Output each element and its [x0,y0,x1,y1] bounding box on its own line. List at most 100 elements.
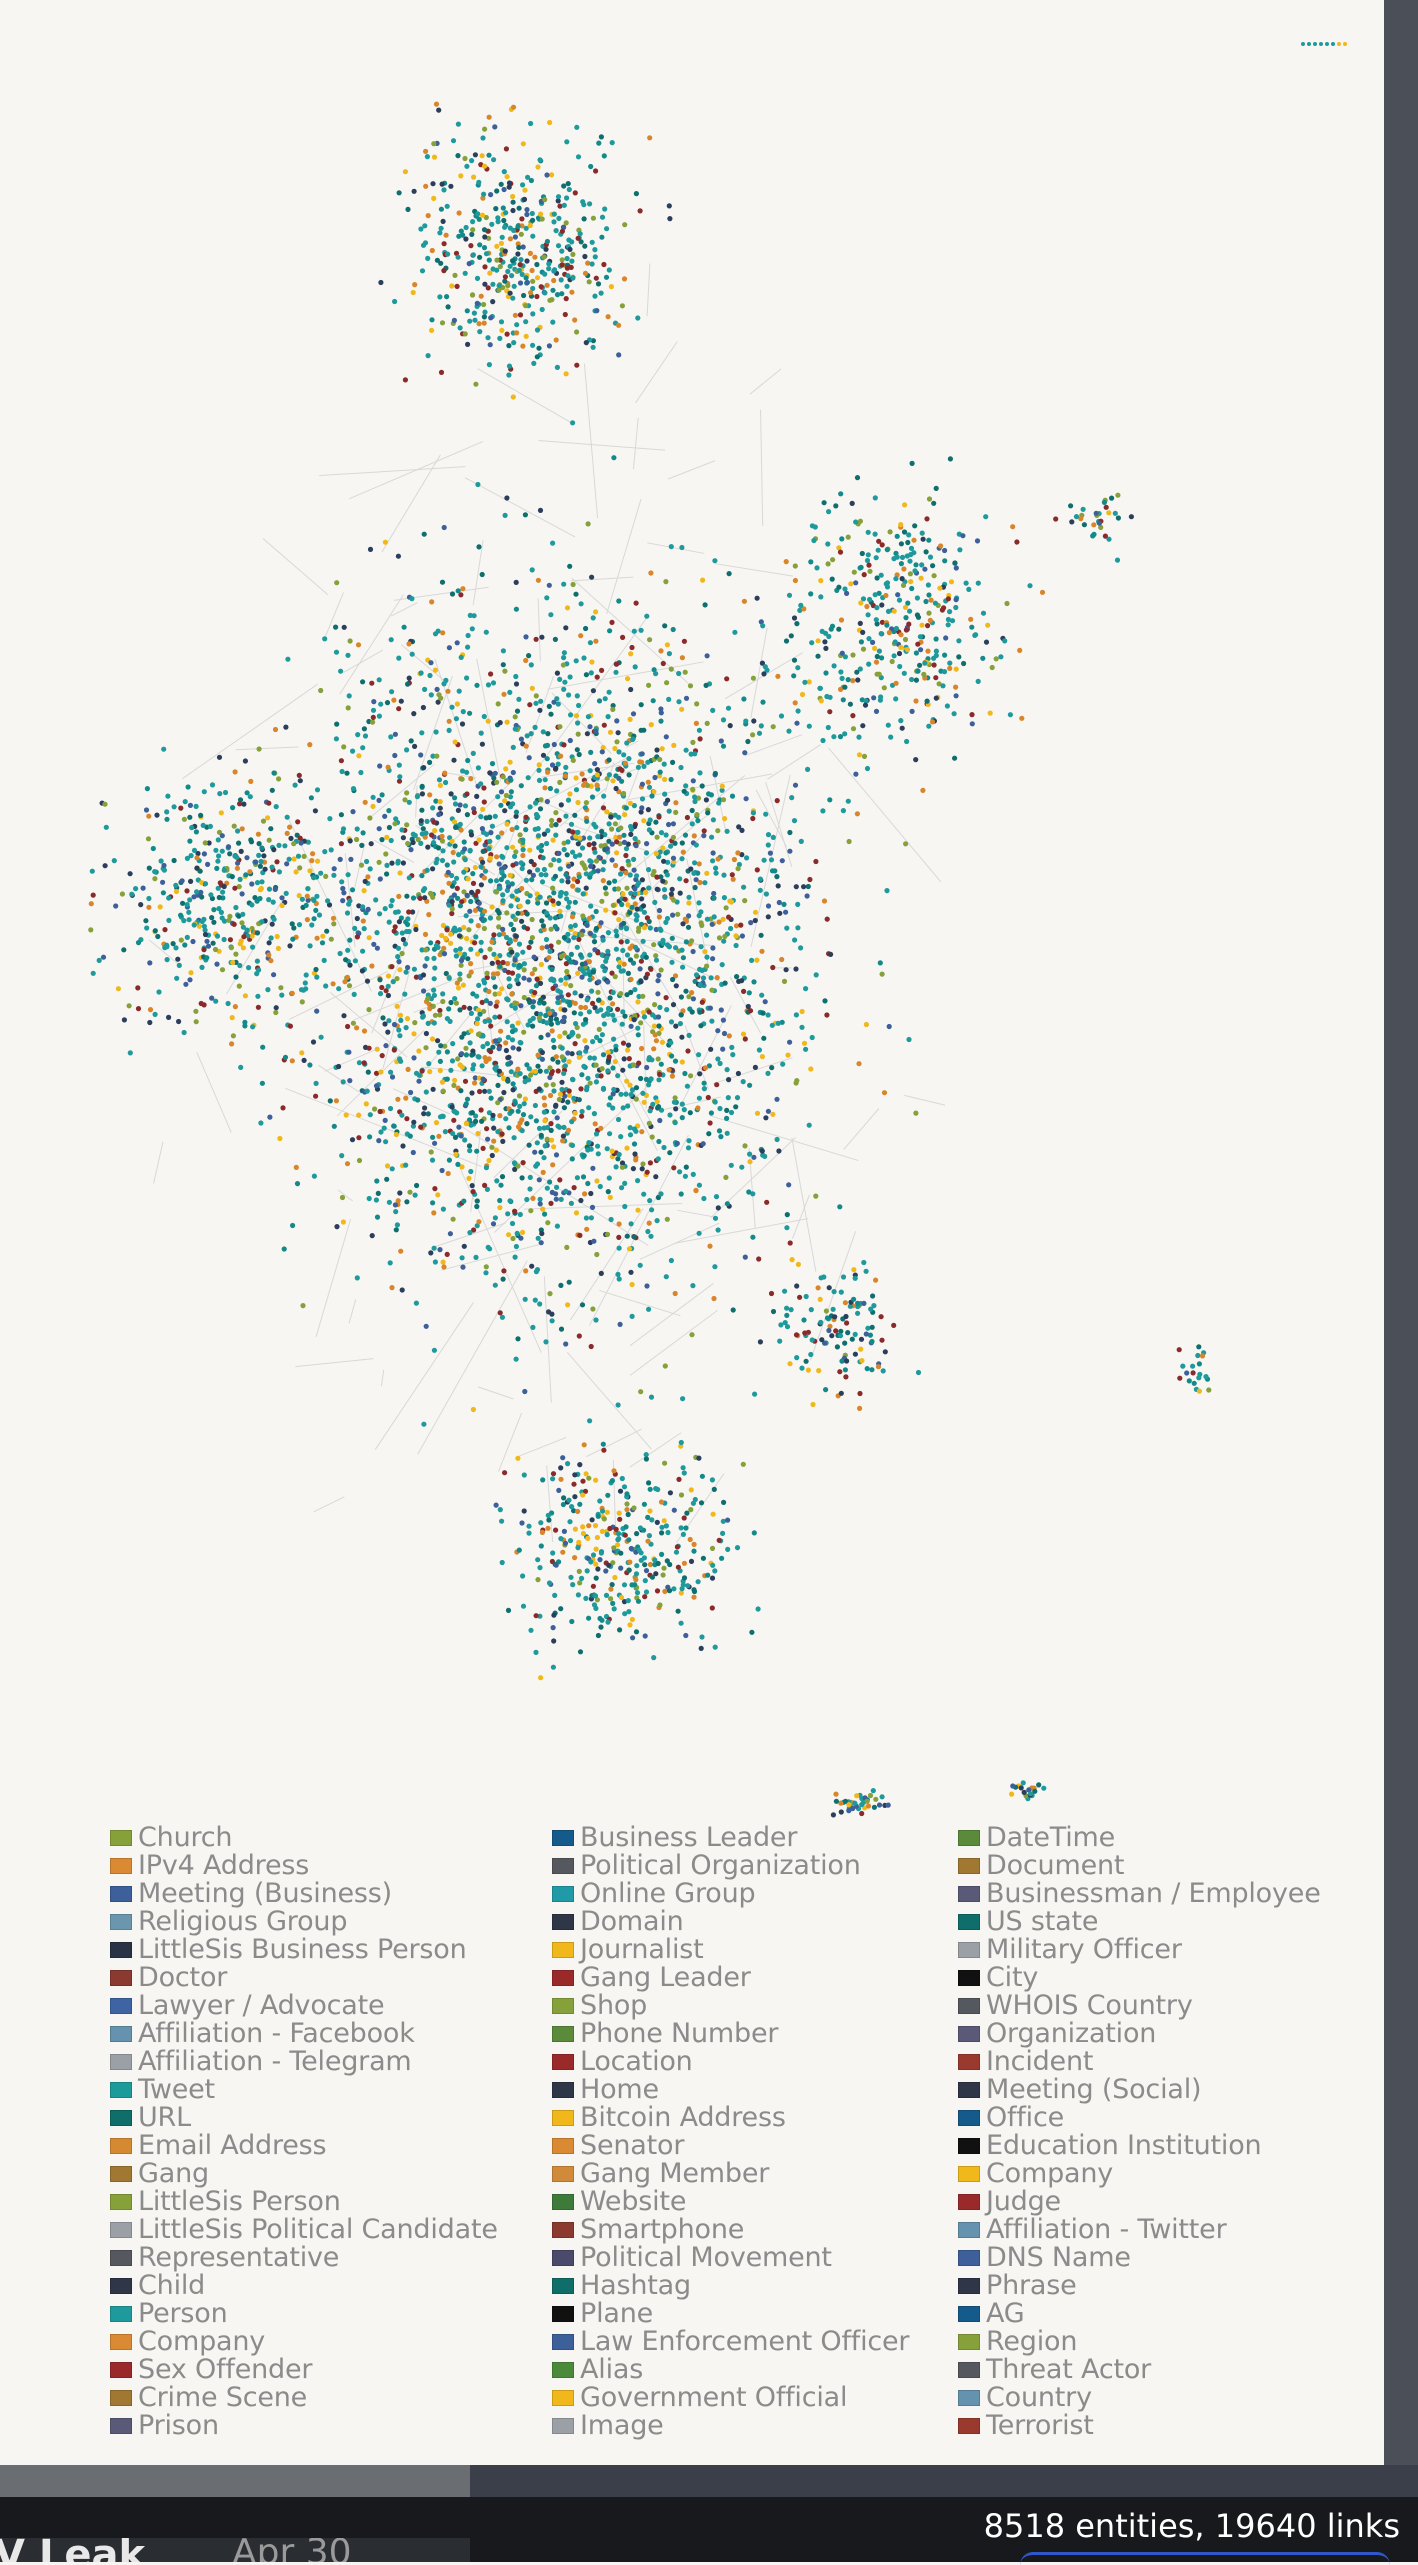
graph-node[interactable] [453,948,458,953]
graph-node[interactable] [339,841,344,846]
graph-node[interactable] [560,262,565,267]
graph-node[interactable] [634,1085,639,1090]
graph-node[interactable] [596,979,601,984]
graph-node[interactable] [147,866,152,871]
graph-node[interactable] [445,689,450,694]
graph-node[interactable] [565,955,570,960]
graph-node[interactable] [861,647,866,652]
graph-node[interactable] [407,875,412,880]
graph-node[interactable] [835,1344,840,1349]
graph-node[interactable] [528,223,533,228]
graph-node[interactable] [846,677,851,682]
graph-node[interactable] [387,825,392,830]
graph-node[interactable] [588,1559,593,1564]
graph-node[interactable] [610,857,615,862]
graph-node[interactable] [336,986,341,991]
graph-node[interactable] [307,1062,312,1067]
graph-node[interactable] [545,770,550,775]
graph-node[interactable] [312,1174,317,1179]
graph-node[interactable] [548,862,553,867]
graph-node[interactable] [537,708,542,713]
graph-node[interactable] [555,292,560,297]
graph-node[interactable] [755,1111,760,1116]
graph-node[interactable] [560,1046,565,1051]
graph-node[interactable] [717,1538,722,1543]
graph-node[interactable] [542,197,547,202]
graph-node[interactable] [233,905,238,910]
graph-node[interactable] [692,1542,697,1547]
graph-node[interactable] [89,901,94,906]
graph-node[interactable] [684,939,689,944]
graph-node[interactable] [468,243,473,248]
graph-node[interactable] [600,1066,605,1071]
graph-node[interactable] [366,1007,371,1012]
graph-node[interactable] [363,733,368,738]
graph-node[interactable] [612,746,617,751]
graph-node[interactable] [551,219,556,224]
graph-node[interactable] [922,567,927,572]
graph-node[interactable] [879,1338,884,1343]
graph-node[interactable] [1019,716,1024,721]
graph-node[interactable] [710,1605,715,1610]
graph-node[interactable] [761,1011,766,1016]
graph-node[interactable] [277,1136,282,1141]
graph-node[interactable] [721,797,726,802]
graph-node[interactable] [625,1103,630,1108]
graph-node[interactable] [558,1477,563,1482]
graph-node[interactable] [436,1050,441,1055]
graph-node[interactable] [588,864,593,869]
graph-node[interactable] [693,1188,698,1193]
graph-node[interactable] [340,1195,345,1200]
graph-node[interactable] [721,1500,726,1505]
graph-node[interactable] [393,1209,398,1214]
graph-node[interactable] [509,827,514,832]
graph-node[interactable] [468,613,473,618]
graph-node[interactable] [500,960,505,965]
graph-node[interactable] [793,563,798,568]
graph-node[interactable] [876,548,881,553]
graph-node[interactable] [545,944,550,949]
graph-node[interactable] [853,772,858,777]
graph-node[interactable] [616,323,621,328]
graph-node[interactable] [919,576,924,581]
graph-node[interactable] [603,908,608,913]
graph-node[interactable] [1017,648,1022,653]
graph-node[interactable] [90,869,95,874]
graph-node[interactable] [601,1086,606,1091]
graph-node[interactable] [266,897,271,902]
graph-node[interactable] [112,858,117,863]
graph-node[interactable] [562,203,567,208]
graph-node[interactable] [628,1270,633,1275]
graph-node[interactable] [501,692,506,697]
graph-node[interactable] [625,902,630,907]
graph-node[interactable] [405,207,410,212]
graph-node[interactable] [543,247,548,252]
graph-node[interactable] [539,962,544,967]
graph-node[interactable] [214,962,219,967]
graph-node[interactable] [361,830,366,835]
graph-node[interactable] [587,916,592,921]
graph-node[interactable] [545,1220,550,1225]
graph-node[interactable] [799,839,804,844]
graph-node[interactable] [627,910,632,915]
graph-node[interactable] [396,554,401,559]
graph-node[interactable] [470,1110,475,1115]
graph-node[interactable] [947,666,952,671]
graph-node[interactable] [676,699,681,704]
graph-node[interactable] [548,1201,553,1206]
graph-node[interactable] [345,1161,350,1166]
graph-node[interactable] [607,628,612,633]
graph-node[interactable] [618,1551,623,1556]
graph-node[interactable] [521,1030,526,1035]
graph-node[interactable] [646,885,651,890]
graph-node[interactable] [539,1133,544,1138]
graph-node[interactable] [369,963,374,968]
graph-node[interactable] [350,1137,355,1142]
graph-node[interactable] [551,838,556,843]
graph-node[interactable] [476,180,481,185]
graph-node[interactable] [716,1205,721,1210]
graph-node[interactable] [605,1510,610,1515]
graph-node[interactable] [885,580,890,585]
graph-node[interactable] [407,676,412,681]
graph-node[interactable] [542,1118,547,1123]
